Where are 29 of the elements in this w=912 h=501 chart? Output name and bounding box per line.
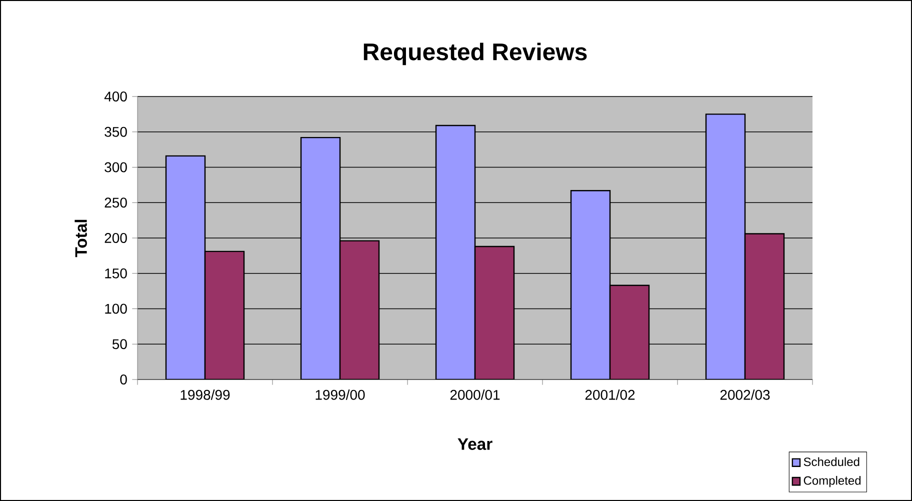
y-tick-label: 0 [120, 374, 127, 384]
bar [570, 190, 611, 380]
bar [165, 155, 206, 380]
legend-label: Completed [804, 476, 861, 488]
bar [474, 246, 515, 380]
y-tick-label: 300 [104, 162, 127, 172]
chart-title: Requested Reviews [364, 42, 587, 66]
bar [339, 240, 380, 380]
y-axis-title: Total [74, 220, 87, 258]
bar [609, 284, 650, 380]
x-tick-label: 1999/00 [316, 390, 365, 400]
y-tick-label: 250 [104, 198, 127, 208]
y-tick-label: 150 [105, 268, 127, 278]
x-tick-label: 2000/01 [450, 390, 500, 400]
bar [705, 114, 746, 380]
y-tick-label: 400 [104, 92, 127, 102]
y-tick-label: 350 [104, 126, 127, 137]
legend-label: Scheduled [804, 457, 860, 466]
bar [744, 233, 785, 380]
bar [204, 250, 245, 380]
y-tick-label: 200 [104, 233, 127, 243]
bar [300, 136, 341, 380]
x-tick-label: 1998/99 [180, 390, 230, 400]
y-tick-label: 100 [105, 304, 127, 314]
bar [435, 124, 476, 380]
y-tick-label: 50 [112, 339, 127, 350]
x-tick-label: 2002/03 [720, 390, 770, 400]
x-tick-label: 2001/02 [585, 390, 635, 400]
x-axis-title: Year [458, 438, 492, 450]
